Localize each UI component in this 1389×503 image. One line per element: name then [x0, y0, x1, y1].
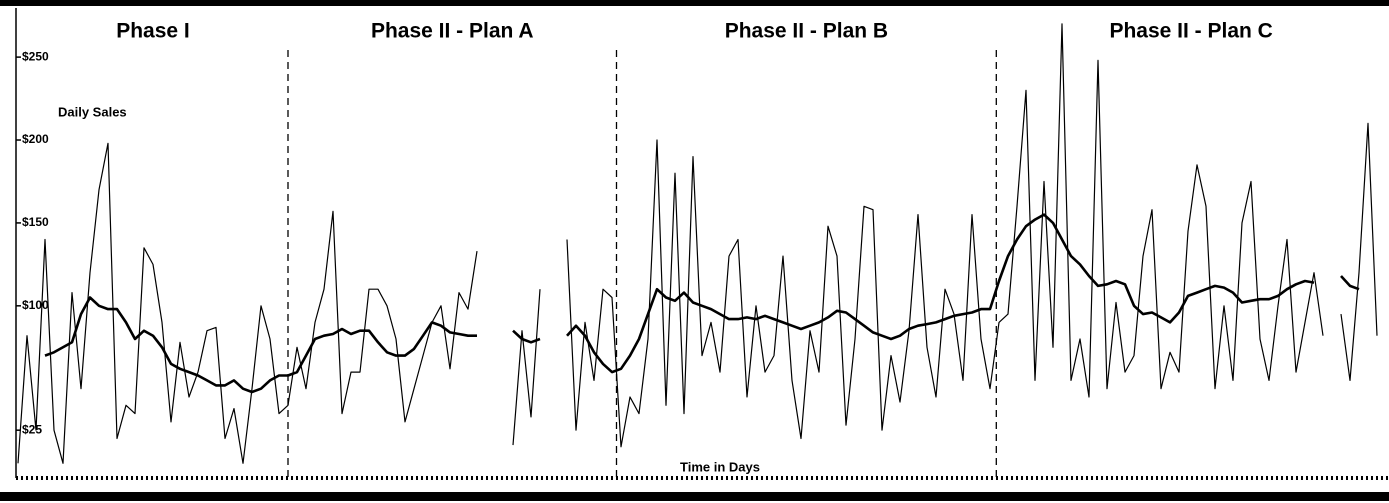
phase-label: Phase I: [116, 20, 190, 43]
series-line: [44, 213, 1360, 394]
top-border: [0, 0, 1389, 6]
y-tick-label: $250: [22, 49, 49, 63]
bottom-border: [0, 492, 1389, 501]
y-tick-label: $150: [22, 215, 49, 229]
phase-label: Phase II - Plan B: [725, 20, 888, 43]
y-axis-label: Daily Sales: [58, 104, 127, 119]
phase-label: Phase II - Plan C: [1109, 20, 1272, 43]
y-tick-label: $25: [22, 422, 42, 436]
y-tick-label: $200: [22, 132, 49, 146]
series-line: [17, 23, 1378, 464]
phase-label: Phase II - Plan A: [371, 20, 534, 43]
y-tick-label: $100: [22, 298, 49, 312]
x-axis-label: Time in Days: [680, 459, 760, 474]
